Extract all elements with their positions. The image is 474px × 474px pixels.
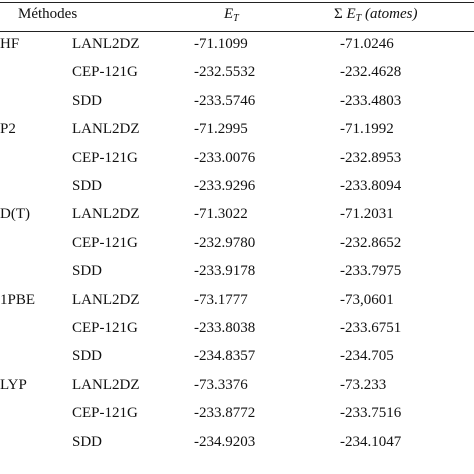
sum-atom-energy-cell: -73,0601 [340,291,394,308]
header-total-energy: ET [224,5,239,24]
total-energy-cell: -73.3376 [194,376,248,393]
basis-set-cell: SDD [72,348,103,365]
sum-atom-energy-cell: -232.8652 [340,234,402,251]
sum-atom-energy-cell: -232.4628 [340,64,402,81]
basis-set-cell: CEP-121G [72,320,138,336]
total-energy-cell: -71.1099 [194,36,248,52]
basis-set-cell: SDD [72,433,103,450]
basis-set-cell: LANL2DZ [72,206,140,223]
header-sigma: Σ [334,6,343,22]
total-energy-cell: -234.9203 [194,433,256,450]
basis-set-cell: SDD [72,178,103,194]
sum-atom-energy-cell: -232.8953 [340,149,402,166]
sum-atom-energy-cell: -71.0246 [340,36,394,52]
top-rule [0,2,474,3]
sum-atom-energy-cell: -234.1047 [340,433,402,450]
total-energy-cell: -233.8038 [194,320,256,336]
method-cell: HF [0,36,20,52]
total-energy-cell: -233.9178 [194,263,256,280]
header-et-subscript: T [233,13,239,24]
sum-atom-energy-cell: -233.6751 [340,320,402,336]
total-energy-cell: -234.8357 [194,348,256,365]
total-energy-cell: -73.1777 [194,291,248,308]
basis-set-cell: LANL2DZ [72,121,140,138]
total-energy-cell: -233.0076 [194,149,256,166]
header-set-symbol: E [346,6,356,22]
method-cell: 1PBE [0,291,36,308]
total-energy-cell: -232.5532 [194,64,256,81]
header-set-subscript: T [355,13,362,24]
basis-set-cell: SDD [72,92,103,109]
sum-atom-energy-cell: -73.233 [340,376,387,393]
sum-atom-energy-cell: -233.7516 [340,405,402,422]
sum-atom-energy-cell: -233.7975 [340,263,402,280]
total-energy-cell: -233.9296 [194,178,256,194]
sum-atom-energy-cell: -233.8094 [340,178,402,194]
total-energy-cell: -233.5746 [194,92,256,109]
basis-set-cell: CEP-121G [72,149,138,166]
basis-set-cell: LANL2DZ [72,376,140,393]
header-set-paren: (atomes) [364,6,418,22]
header-et-symbol: E [224,6,234,22]
basis-set-cell: CEP-121G [72,234,138,251]
sum-atom-energy-cell: -71.1992 [340,121,394,138]
sum-atom-energy-cell: -233.4803 [340,92,402,109]
total-energy-cell: -233.8772 [194,405,256,422]
method-cell: D(T) [0,206,30,223]
basis-set-cell: CEP-121G [72,405,138,422]
sum-atom-energy-cell: -71.2031 [340,206,394,223]
header-methods: Méthodes [18,6,78,22]
method-cell: LYP [0,376,27,393]
total-energy-cell: -232.9780 [194,234,256,251]
basis-set-cell: CEP-121G [72,64,138,81]
header-rule [0,31,474,32]
basis-set-cell: SDD [72,263,103,280]
sum-atom-energy-cell: -234.705 [340,348,394,365]
basis-set-cell: LANL2DZ [72,291,140,308]
total-energy-cell: -71.3022 [194,206,248,223]
header-sum-atom-energy: Σ ET (atomes) [334,5,418,24]
method-cell: P2 [0,121,16,138]
basis-set-cell: LANL2DZ [72,36,140,52]
total-energy-cell: -71.2995 [194,121,248,138]
